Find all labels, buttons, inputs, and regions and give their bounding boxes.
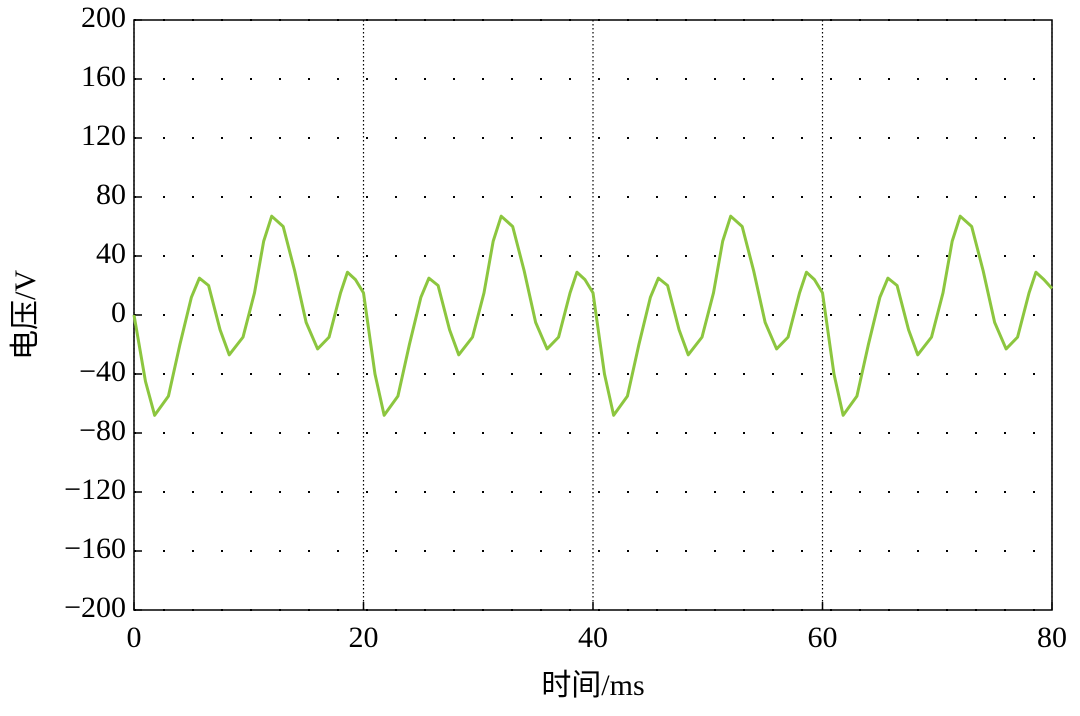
y-tick-label: −80 xyxy=(79,414,126,447)
y-tick-label: 160 xyxy=(81,60,126,93)
y-tick-label: 0 xyxy=(111,296,126,329)
voltage-line xyxy=(132,214,1054,417)
y-tick-label: −120 xyxy=(64,473,126,506)
y-axis-label: 电压/V xyxy=(9,270,42,360)
y-tick-label: 120 xyxy=(81,119,126,152)
y-tick-label: 80 xyxy=(96,178,126,211)
x-tick-label: 40 xyxy=(578,621,608,654)
x-axis-label: 时间/ms xyxy=(541,669,644,702)
x-tick-label: 0 xyxy=(127,621,142,654)
y-tick-label: −200 xyxy=(64,591,126,624)
y-tick-label: 40 xyxy=(96,237,126,270)
y-tick-label: −160 xyxy=(64,532,126,565)
x-tick-label: 80 xyxy=(1037,621,1067,654)
x-tick-label: 20 xyxy=(349,621,379,654)
y-tick-label: −40 xyxy=(79,355,126,388)
y-tick-label: 200 xyxy=(81,1,126,34)
x-tick-label: 60 xyxy=(808,621,838,654)
